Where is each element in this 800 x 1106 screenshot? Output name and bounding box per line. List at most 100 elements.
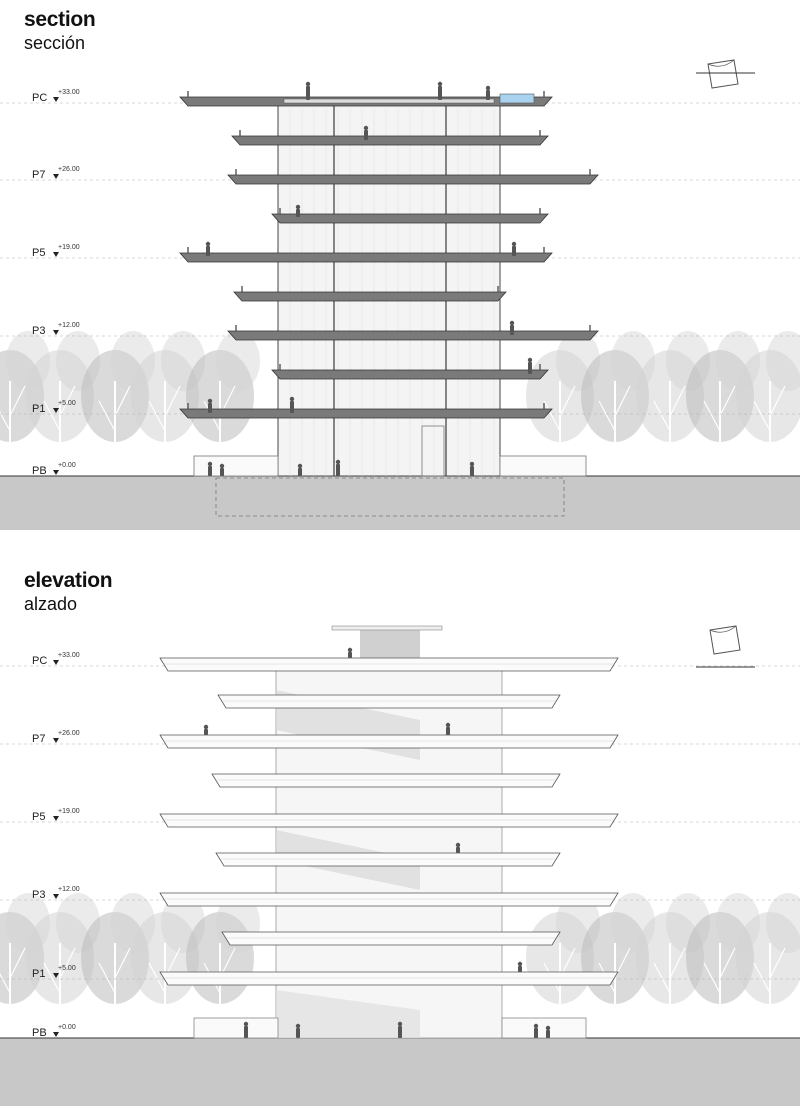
person-figure-icon [205,241,211,256]
elevation-level-elevation: +0.00 [58,1024,76,1031]
level-marker-icon [53,252,59,257]
elevation-level-name: P3 [32,889,45,901]
garden-wall [501,1017,587,1039]
section-level-name: P3 [32,325,45,337]
floor-slab [179,408,553,419]
person-figure-icon [347,647,353,658]
section-level-name: PC [32,92,47,104]
floor-slab [233,291,507,302]
section-subtitle: sección [24,33,86,53]
person-figure-icon [397,1021,403,1038]
tree-icon [81,331,155,476]
stair [421,425,445,477]
floor-slab [159,657,619,672]
section-level-elevation: +33.00 [58,89,80,96]
elevation-level-name: P1 [32,968,45,980]
section-level-elevation: +12.00 [58,322,80,329]
tree-icon [26,331,100,476]
person-figure-icon [517,961,523,972]
person-figure-icon [243,1021,249,1038]
person-figure-icon [445,722,451,735]
floor-slab [159,813,619,828]
ground [0,476,800,530]
section-level-name: P7 [32,169,45,181]
section-level-elevation: +5.00 [58,400,76,407]
person-figure-icon [207,461,213,476]
floor-slab [159,734,619,749]
floor-slab [231,135,549,146]
elevation-level-name: P7 [32,733,45,745]
floor-slab [159,892,619,907]
elevation-subtitle: alzado [24,594,78,614]
section-drawing: PC +33.00 P7 +26.00 P5 +19.00 P3 +12.00 P1 +5.00 P… [0,59,800,530]
section-level-name: PB [32,465,47,477]
level-marker-icon [53,660,59,665]
roof-pergola [360,630,420,660]
floor-slab [227,330,599,341]
tree-icon [186,331,260,476]
floor-slab [159,971,619,986]
floor-slab [217,694,561,709]
person-figure-icon [485,85,491,100]
garden-wall [499,455,587,477]
section-level-name: P5 [32,247,45,259]
person-figure-icon [305,81,311,100]
person-figure-icon [509,320,515,335]
elevation-level-name: PC [32,655,47,667]
floor-slab [215,852,561,867]
person-figure-icon [363,125,369,140]
garden-wall [193,455,279,477]
section-title: section [24,8,96,31]
elevation-level-elevation: +33.00 [58,652,80,659]
person-figure-icon [207,398,213,413]
level-marker-icon [53,174,59,179]
roof-canopy [331,625,443,631]
tree-icon [81,893,155,1038]
level-marker-icon [53,816,59,821]
level-marker-icon [53,97,59,102]
person-figure-icon [469,461,475,476]
person-figure-icon [297,463,303,476]
elevation-level-elevation: +19.00 [58,808,80,815]
person-figure-icon [527,357,533,374]
person-figure-icon [511,241,517,256]
trees-group [0,331,800,476]
floor-slab [179,252,553,263]
person-figure-icon [545,1025,551,1038]
tree-icon [131,893,205,1038]
section-level-elevation: +26.00 [58,166,80,173]
level-marker-icon [53,408,59,413]
section-level-name: P1 [32,403,45,415]
floor-slab [227,174,599,185]
person-figure-icon [533,1023,539,1038]
north-arrow-icon [696,625,755,668]
tree-icon [26,893,100,1038]
floor-slab [271,213,549,224]
level-marker-icon [53,470,59,475]
ground [0,1038,800,1106]
person-figure-icon [219,463,225,476]
level-marker-icon [53,973,59,978]
person-figure-icon [203,724,209,735]
north-arrow-icon [696,59,755,89]
elevation-drawing: PC +33.00 P7 +26.00 P5 +19.00 P3 +12.00 P1 +5.00 P… [0,625,800,1106]
tree-icon [736,331,800,476]
building-core [277,103,501,477]
level-marker-icon [53,894,59,899]
tree-icon [736,893,800,1038]
floor-slab [271,369,549,380]
level-marker-icon [53,1032,59,1037]
person-figure-icon [289,396,295,413]
elevation-level-elevation: +5.00 [58,965,76,972]
level-marker-icon [53,738,59,743]
elevation-level-elevation: +26.00 [58,730,80,737]
person-figure-icon [437,81,443,100]
person-figure-icon [335,459,341,476]
section-level-elevation: +0.00 [58,462,76,469]
garden-wall [193,1017,279,1039]
person-figure-icon [295,204,301,217]
rooftop-pool [499,93,535,104]
floor-slab [221,931,561,946]
facade-shadow [276,990,420,1038]
